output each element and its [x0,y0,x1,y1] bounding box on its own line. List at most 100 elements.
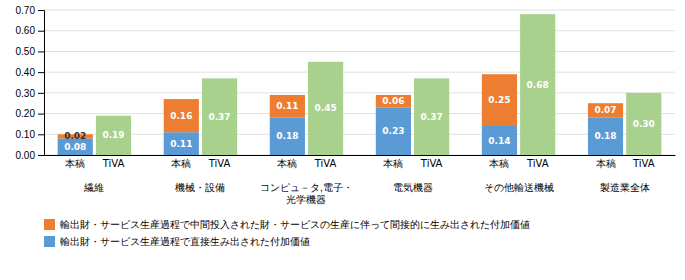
sub-label: 本稿 [489,158,509,169]
x-tick: 繊維 [83,182,104,193]
sub-labels: 本稿TiVA本稿TiVA本稿TiVA本稿TiVA本稿TiVA本稿TiVA [65,158,654,169]
y-tick: 0.70 [16,5,44,16]
y-tick-label: 0.20 [16,108,36,119]
bar-segment [520,14,555,155]
sub-label: TiVA [632,158,655,169]
x-tick-label-line: 製造業全体 [600,182,650,193]
x-tick: 機械・設備 [175,182,225,193]
grid-line [44,134,675,135]
bar-segment [270,118,305,155]
y-tick-label: 0.40 [16,67,36,78]
bar-segment [376,95,411,107]
grid-line [44,10,675,11]
x-tick-label: その他輸送機械 [484,182,554,193]
data-label: 0.11 [170,139,192,149]
data-label: 0.68 [527,80,549,90]
x-tick-label-line: 機械・設備 [175,182,225,193]
y-tick-label: 0.70 [16,5,36,16]
sub-label: TiVA [526,158,549,169]
bar-segment [588,118,623,155]
y-tick-mark [38,134,44,135]
x-tick-label: コンピュ－タ,電子・光学機器 [260,182,353,205]
grid-line [44,72,675,73]
grid-line [44,30,675,31]
data-label: 0.07 [594,105,616,115]
bar-segment [308,62,343,155]
legend-label: 輸出財・サービス生産過程で直接生み出された付加価値 [60,236,310,247]
data-label: 0.18 [276,131,298,141]
sub-label: 本稿 [277,158,297,169]
data-label: 0.19 [102,130,124,140]
grid-line [44,155,675,156]
sub-label: TiVA [420,158,443,169]
y-axis-line [38,11,45,156]
x-tick-label-line: 繊維 [83,182,104,193]
y-tick-mark [38,31,44,32]
y-tick-label: 0.10 [16,129,36,140]
x-tick: 電気機器 [393,182,433,193]
bar-segment [96,116,131,155]
data-label: 0.16 [170,111,192,121]
y-tick: 0.40 [16,67,44,78]
bar-segment [482,126,517,155]
x-tick-label-line: その他輸送機械 [484,182,554,193]
chart: 0.00 0.10 0.20 0.30 0.40 0.50 0.60 0.70 0.080.02… [0,0,685,280]
y-tick-label: 0.60 [16,25,36,36]
y-tick-label: 0.30 [16,88,36,99]
data-label: 0.08 [64,142,86,152]
y-tick: 0.20 [16,108,44,119]
legend-label: 輸出財・サービス生産過程で中間投入された財・サービスの生産に伴って間接的に生み出… [60,219,530,230]
y-tick: 0.30 [16,88,44,99]
x-tick-label: 繊維 [83,182,104,193]
grid-line [44,51,675,52]
x-tick: コンピュ－タ,電子・光学機器 [260,182,353,205]
x-tick-label-line: 電気機器 [393,182,433,193]
y-axis: 0.00 0.10 0.20 0.30 0.40 0.50 0.60 0.70 [16,5,45,161]
legend-swatch [44,219,55,230]
x-tick: その他輸送機械 [484,182,554,193]
x-tick-label-line: コンピュ－タ,電子・ [260,182,353,193]
data-label: 0.18 [594,131,616,141]
sub-label: 本稿 [383,158,403,169]
bar-segment [588,103,623,118]
x-tick-label: 機械・設備 [175,182,225,193]
y-tick-mark [38,10,44,11]
bars [58,14,662,155]
y-tick: 0.60 [16,25,44,36]
sub-label: TiVA [102,158,125,169]
bar-segment [414,78,449,155]
sub-label: 本稿 [596,158,616,169]
grid-line [44,113,675,114]
data-labels: 0.080.02 0.19 0.11 0.16 0.37 0.18 0.11 0.45 0.23… [64,80,655,152]
bar-segment [164,99,199,132]
y-tick: 0.00 [16,150,44,161]
bar-segment [202,78,237,155]
y-tick-mark [38,51,44,52]
bar-segment [270,95,305,118]
y-tick-mark [38,114,44,115]
y-tick-mark [38,93,44,94]
grid-line [44,92,675,93]
x-tick-label: 電気機器 [393,182,433,193]
x-tick-label-line: 光学機器 [286,194,326,205]
y-tick-mark [38,72,44,73]
data-label: 0.11 [276,101,298,111]
x-axis: 繊維 機械・設備 コンピュ－タ,電子・光学機器 電気機器 その他輸送機械 製造業全体 [45,156,676,206]
y-tick-label: 0.50 [16,46,36,57]
legend-swatch [44,236,55,247]
data-label: 0.37 [421,112,443,122]
legend: 輸出財・サービス生産過程で中間投入された財・サービスの生産に伴って間接的に生み出… [44,219,530,247]
data-label: 0.06 [382,96,404,106]
bar-segment [482,74,517,126]
data-label: 0.37 [208,112,230,122]
sub-label: 本稿 [65,158,85,169]
sub-label: TiVA [208,158,231,169]
data-label: 0.23 [382,126,404,136]
sub-label: TiVA [314,158,337,169]
data-label: 0.14 [488,136,510,146]
x-axis-line [45,155,676,156]
data-label: 0.02 [64,131,86,141]
data-label: 0.30 [633,119,655,129]
data-label: 0.45 [314,103,336,113]
bar-segment [626,93,661,155]
